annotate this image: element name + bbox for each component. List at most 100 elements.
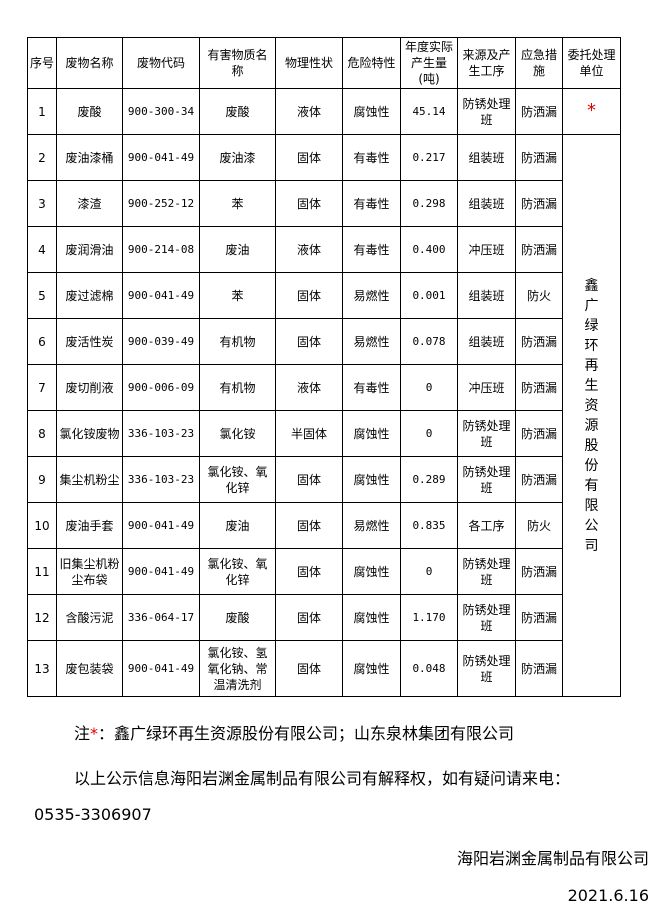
table-cell: 防洒漏	[515, 640, 563, 697]
table-cell: 固体	[275, 134, 343, 181]
table-cell: 易燃性	[342, 272, 401, 319]
header-cell: 危险特性	[342, 37, 401, 89]
table-cell: 防锈处理班	[457, 640, 516, 697]
table-cell: 9	[27, 456, 57, 503]
table-row: 3 漆渣 900-252-12 苯固体 有毒性 0.298 组装班 防洒漏	[27, 180, 621, 227]
table-cell: 氯化铵、氢氧化钠、常温清洗剂	[199, 640, 276, 697]
table-cell: 防洒漏	[515, 88, 563, 135]
table-cell: 有毒性	[342, 134, 401, 181]
table-row: 12 含酸污泥 336-064-17 废酸 固体 腐蚀性 1.170 防锈处理班 防洒漏	[27, 594, 621, 641]
table-cell: 废油漆	[199, 134, 276, 181]
header-cell: 委托处理单位	[562, 37, 621, 89]
table-cell: 0.001	[400, 272, 458, 319]
table-cell: 漆渣	[56, 180, 123, 227]
header-cell: 废物名称	[56, 37, 123, 89]
table-row: 1 废酸 900-300-34 废酸 液体 腐蚀性 45.14 防锈处理班 防洒漏 *	[27, 88, 621, 135]
table-cell: 组装班	[457, 134, 516, 181]
red-asterisk: *	[587, 100, 596, 121]
table-cell: 防火	[515, 502, 563, 549]
table-cell: 易燃性	[342, 502, 401, 549]
table-cell: 防洒漏	[515, 594, 563, 641]
table-cell: 固体	[275, 456, 343, 503]
table-cell: 900-300-34	[122, 88, 200, 135]
table-row: 8 氯化铵废物 336-103-23 氯化铵 半固体 腐蚀性 0 防锈处理班 防洒漏	[27, 410, 621, 457]
header-cell: 物理性状	[275, 37, 343, 89]
table-cell: 防洒漏	[515, 364, 563, 411]
table-cell: 有毒性	[342, 180, 401, 227]
table-cell: 4	[27, 226, 57, 273]
table-cell: 336-103-23	[122, 410, 200, 457]
table-cell: 废油	[199, 502, 276, 549]
table-cell: 固体	[275, 594, 343, 641]
table-row: 6 废活性炭 900-039-49 有机物 固体 易燃性 0.078 组装班 防洒漏	[27, 318, 621, 365]
header-cell: 序号	[27, 37, 57, 89]
table-cell: 8	[27, 410, 57, 457]
merged-disposal-unit-cell: 鑫广绿环再生资源股份有限公司	[562, 134, 621, 697]
table-cell: 半固体	[275, 410, 343, 457]
table-cell: 废切削液	[56, 364, 123, 411]
table-cell: *	[562, 88, 621, 135]
table-cell: 废酸	[56, 88, 123, 135]
company-signature: 海阳岩渊金属制品有限公司	[456, 849, 649, 868]
table-cell: 固体	[275, 502, 343, 549]
table-row: 9 集尘机粉尘 336-103-23 氯化铵、氧化锌 固体 腐蚀性 0.289 防锈处理班 防洒…	[27, 456, 621, 503]
date: 2021.6.16	[567, 886, 649, 905]
table-cell: 液体	[275, 88, 343, 135]
table-cell: 腐蚀性	[342, 410, 401, 457]
table-cell: 336-064-17	[122, 594, 200, 641]
table-row: 11 旧集尘机粉尘布袋 900-041-49 氯化铵、氧化锌 固体 腐蚀性 0 防锈处理班 防洒…	[27, 548, 621, 595]
table-cell: 腐蚀性	[342, 548, 401, 595]
table-cell: 固体	[275, 640, 343, 697]
table-cell: 有机物	[199, 318, 276, 365]
table-row: 7 废切削液 900-006-09 有机物 液体 有毒性 0 冲压班 防洒漏	[27, 364, 621, 411]
table-cell: 0.217	[400, 134, 458, 181]
table-cell: 氯化铵、氧化锌	[199, 456, 276, 503]
table-cell: 各工序	[457, 502, 516, 549]
table-cell: 废油漆桶	[56, 134, 123, 181]
notice-text: 以上公示信息海阳岩渊金属制品有限公司有解释权，如有疑问请来电：	[74, 769, 571, 788]
table-cell: 900-006-09	[122, 364, 200, 411]
table-cell: 废过滤棉	[56, 272, 123, 319]
table-cell: 防洒漏	[515, 410, 563, 457]
table-cell: 0.078	[400, 318, 458, 365]
table-row: 4 废润滑油 900-214-08 废油 液体 有毒性 0.400 冲压班 防洒漏	[27, 226, 621, 273]
table-cell: 集尘机粉尘	[56, 456, 123, 503]
table-cell: 0	[400, 410, 458, 457]
table-cell: 900-041-49	[122, 272, 200, 319]
table-cell: 有毒性	[342, 364, 401, 411]
table-cell: 冲压班	[457, 226, 516, 273]
table-cell: 氯化铵废物	[56, 410, 123, 457]
header-cell: 年度实际产生量(吨)	[400, 37, 458, 89]
table-cell: 0.835	[400, 502, 458, 549]
table-cell: 废油	[199, 226, 276, 273]
table-cell: 12	[27, 594, 57, 641]
table-cell: 防锈处理班	[457, 594, 516, 641]
table-cell: 900-214-08	[122, 226, 200, 273]
table-cell: 900-252-12	[122, 180, 200, 227]
table-cell: 防锈处理班	[457, 410, 516, 457]
table-row: 5 废过滤棉 900-041-49 苯固体 易燃性 0.001 组装班 防火	[27, 272, 621, 319]
table-cell: 有毒性	[342, 226, 401, 273]
table-cell: 废酸	[199, 88, 276, 135]
table-row: 2 废油漆桶 900-041-49 废油漆 固体 有毒性 0.217 组装班 防洒漏 鑫广绿环再生…	[27, 134, 621, 697]
table-cell: 11	[27, 548, 57, 595]
table-cell: 废包装袋	[56, 640, 123, 697]
table-cell: 900-041-49	[122, 548, 200, 595]
table-cell: 废酸	[199, 594, 276, 641]
table-cell: 防锈处理班	[457, 548, 516, 595]
table-cell: 3	[27, 180, 57, 227]
table-cell: 腐蚀性	[342, 88, 401, 135]
table-cell: 冲压班	[457, 364, 516, 411]
table-cell: 900-039-49	[122, 318, 200, 365]
table-cell: 废活性炭	[56, 318, 123, 365]
table-cell: 0.298	[400, 180, 458, 227]
table-cell: 固体	[275, 272, 343, 319]
header-cell: 应急措施	[515, 37, 563, 89]
note-text: ：鑫广绿环再生资源股份有限公司；山东泉林集团有限公司	[98, 724, 515, 743]
table-cell: 防洒漏	[515, 226, 563, 273]
table-cell: 组装班	[457, 318, 516, 365]
table-cell: 防锈处理班	[457, 456, 516, 503]
table-cell: 氯化铵、氧化锌	[199, 548, 276, 595]
table-cell: 含酸污泥	[56, 594, 123, 641]
table-cell: 组装班	[457, 180, 516, 227]
